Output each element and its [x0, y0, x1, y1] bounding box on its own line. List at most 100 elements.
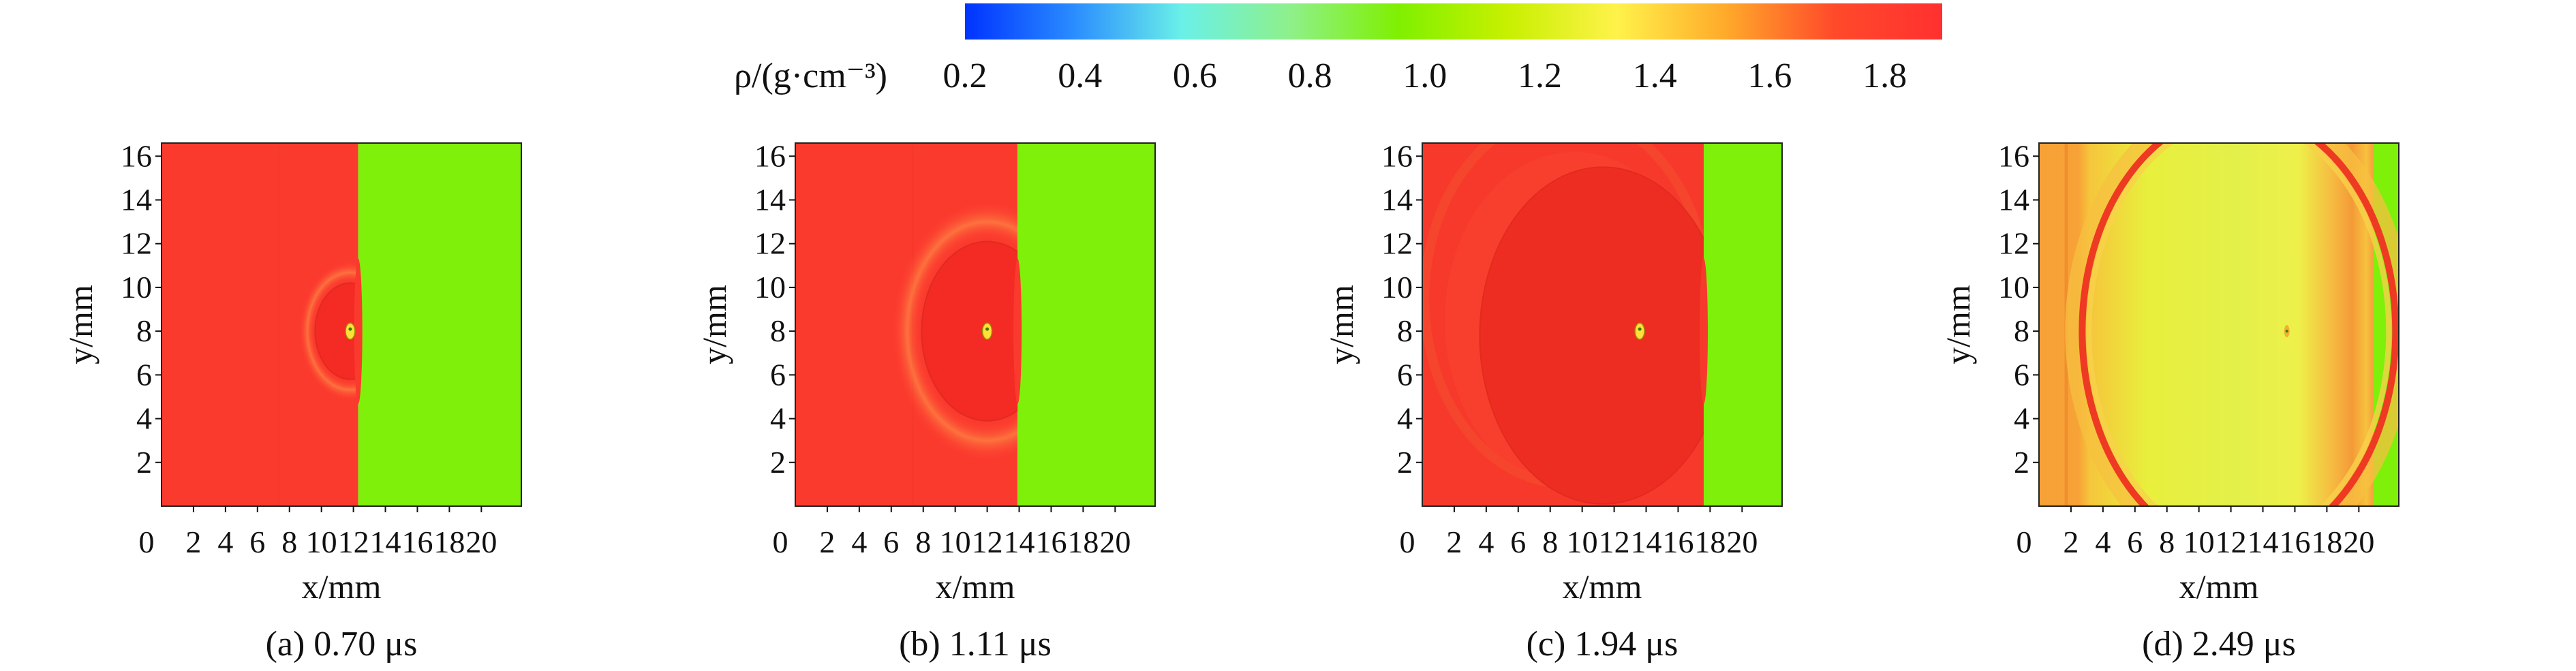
particle-core: [1638, 327, 1642, 331]
y-tick-label: 12: [1381, 226, 1413, 261]
y-axis-label: y/mm: [1939, 285, 1977, 364]
plot-frame: [2038, 142, 2399, 507]
arc-inner-edge: [2086, 143, 2392, 506]
x-tick-label: 12: [972, 525, 1003, 559]
x-tick-label: 18: [1067, 525, 1099, 559]
particle-marker: [1634, 322, 1645, 340]
x-tick-label: 14: [370, 525, 401, 559]
y-tick-label: 14: [754, 182, 786, 217]
x-tick-label: 6: [249, 525, 265, 559]
y-tick-label: 6: [136, 357, 152, 392]
x-tick-label: 8: [1542, 525, 1558, 559]
x-tick-label: 0: [139, 525, 155, 559]
x-tick-label: 20: [465, 525, 497, 559]
x-tick-label: 0: [2017, 525, 2032, 559]
particle-marker: [981, 322, 993, 340]
interface-bulge: [1013, 258, 1022, 404]
colorbar-tick-label: 1.6: [1747, 57, 1792, 95]
y-tick-label: 10: [1998, 270, 2029, 305]
y-tick-label: 4: [136, 401, 152, 436]
colorbar-tick-label: 1.2: [1518, 57, 1562, 95]
y-axis-label: y/mm: [1322, 285, 1360, 364]
y-tick-label: 10: [121, 270, 152, 305]
y-tick-label: 4: [1397, 401, 1413, 436]
x-tick-label: 16: [1035, 525, 1067, 559]
colorbar-tick-label: 0.4: [1058, 57, 1102, 95]
y-tick-label: 2: [2014, 445, 2029, 480]
x-axis-label: x/mm: [936, 567, 1015, 606]
y-tick-label: 8: [2014, 313, 2029, 348]
x-tick-label: 0: [773, 525, 788, 559]
plot-frame: [161, 142, 522, 507]
x-tick-label: 8: [281, 525, 297, 559]
x-tick-label: 8: [915, 525, 931, 559]
unshocked-region: [358, 143, 521, 506]
y-tick-label: 12: [121, 226, 152, 261]
y-tick-label: 6: [2014, 357, 2029, 392]
plot-frame: [795, 142, 1156, 507]
density-field: [2039, 143, 2399, 506]
density-field: [162, 143, 521, 506]
colorbar-tick-label: 1.8: [1862, 57, 1907, 95]
x-axis-label: x/mm: [302, 567, 382, 606]
x-tick-label: 10: [1567, 525, 1598, 559]
x-tick-label: 18: [1694, 525, 1726, 559]
x-tick-label: 18: [2311, 525, 2342, 559]
y-tick-label: 12: [1998, 226, 2029, 261]
x-tick-label: 16: [401, 525, 433, 559]
x-tick-label: 14: [2248, 525, 2279, 559]
x-tick-label: 18: [433, 525, 465, 559]
arc-halo: [2065, 143, 2399, 506]
x-tick-label: 12: [338, 525, 369, 559]
y-axis-label: y/mm: [61, 285, 99, 364]
y-tick-label: 16: [754, 138, 786, 173]
x-tick-label: 16: [1662, 525, 1693, 559]
x-tick-label: 10: [940, 525, 971, 559]
y-tick-label: 6: [1397, 357, 1413, 392]
x-tick-label: 16: [2279, 525, 2310, 559]
faint-band: [278, 143, 280, 506]
particle-core: [348, 327, 352, 331]
y-tick-label: 16: [1381, 138, 1413, 173]
y-axis-label: y/mm: [695, 285, 733, 364]
panel-caption: (b) 1.11 μs: [899, 625, 1052, 664]
y-tick-label: 14: [121, 182, 152, 217]
density-field: [795, 143, 1155, 506]
y-tick-label: 14: [1998, 182, 2029, 217]
interface-bulge: [1700, 258, 1708, 404]
x-axis-label: x/mm: [2179, 567, 2259, 606]
x-tick-label: 6: [2127, 525, 2143, 559]
x-tick-label: 4: [217, 525, 233, 559]
x-tick-label: 8: [2159, 525, 2175, 559]
x-tick-label: 10: [306, 525, 337, 559]
x-tick-label: 14: [1004, 525, 1035, 559]
x-tick-label: 12: [1599, 525, 1630, 559]
y-tick-label: 4: [2014, 401, 2029, 436]
colorbar-tick-label: 0.2: [943, 57, 987, 95]
y-tick-label: 16: [1998, 138, 2029, 173]
colorbar-tick-label: 1.4: [1633, 57, 1677, 95]
y-tick-label: 10: [1381, 270, 1413, 305]
particle-marker: [345, 322, 356, 340]
x-tick-label: 10: [2183, 525, 2215, 559]
y-tick-label: 6: [770, 357, 786, 392]
density-field: [1422, 143, 1782, 506]
panel-caption: (d) 2.49 μs: [2142, 625, 2296, 664]
x-tick-label: 2: [2063, 525, 2079, 559]
x-tick-label: 20: [2343, 525, 2374, 559]
circular-wave: [1479, 166, 1727, 505]
panel-caption: (c) 1.94 μs: [1527, 625, 1678, 664]
x-tick-label: 14: [1631, 525, 1662, 559]
y-tick-label: 2: [136, 445, 152, 480]
x-tick-label: 12: [2215, 525, 2247, 559]
colorbar-tick-label: 0.8: [1288, 57, 1332, 95]
y-tick-label: 8: [136, 313, 152, 348]
unshocked-region: [1017, 143, 1155, 506]
x-tick-label: 4: [851, 525, 867, 559]
particle-core: [985, 327, 990, 331]
